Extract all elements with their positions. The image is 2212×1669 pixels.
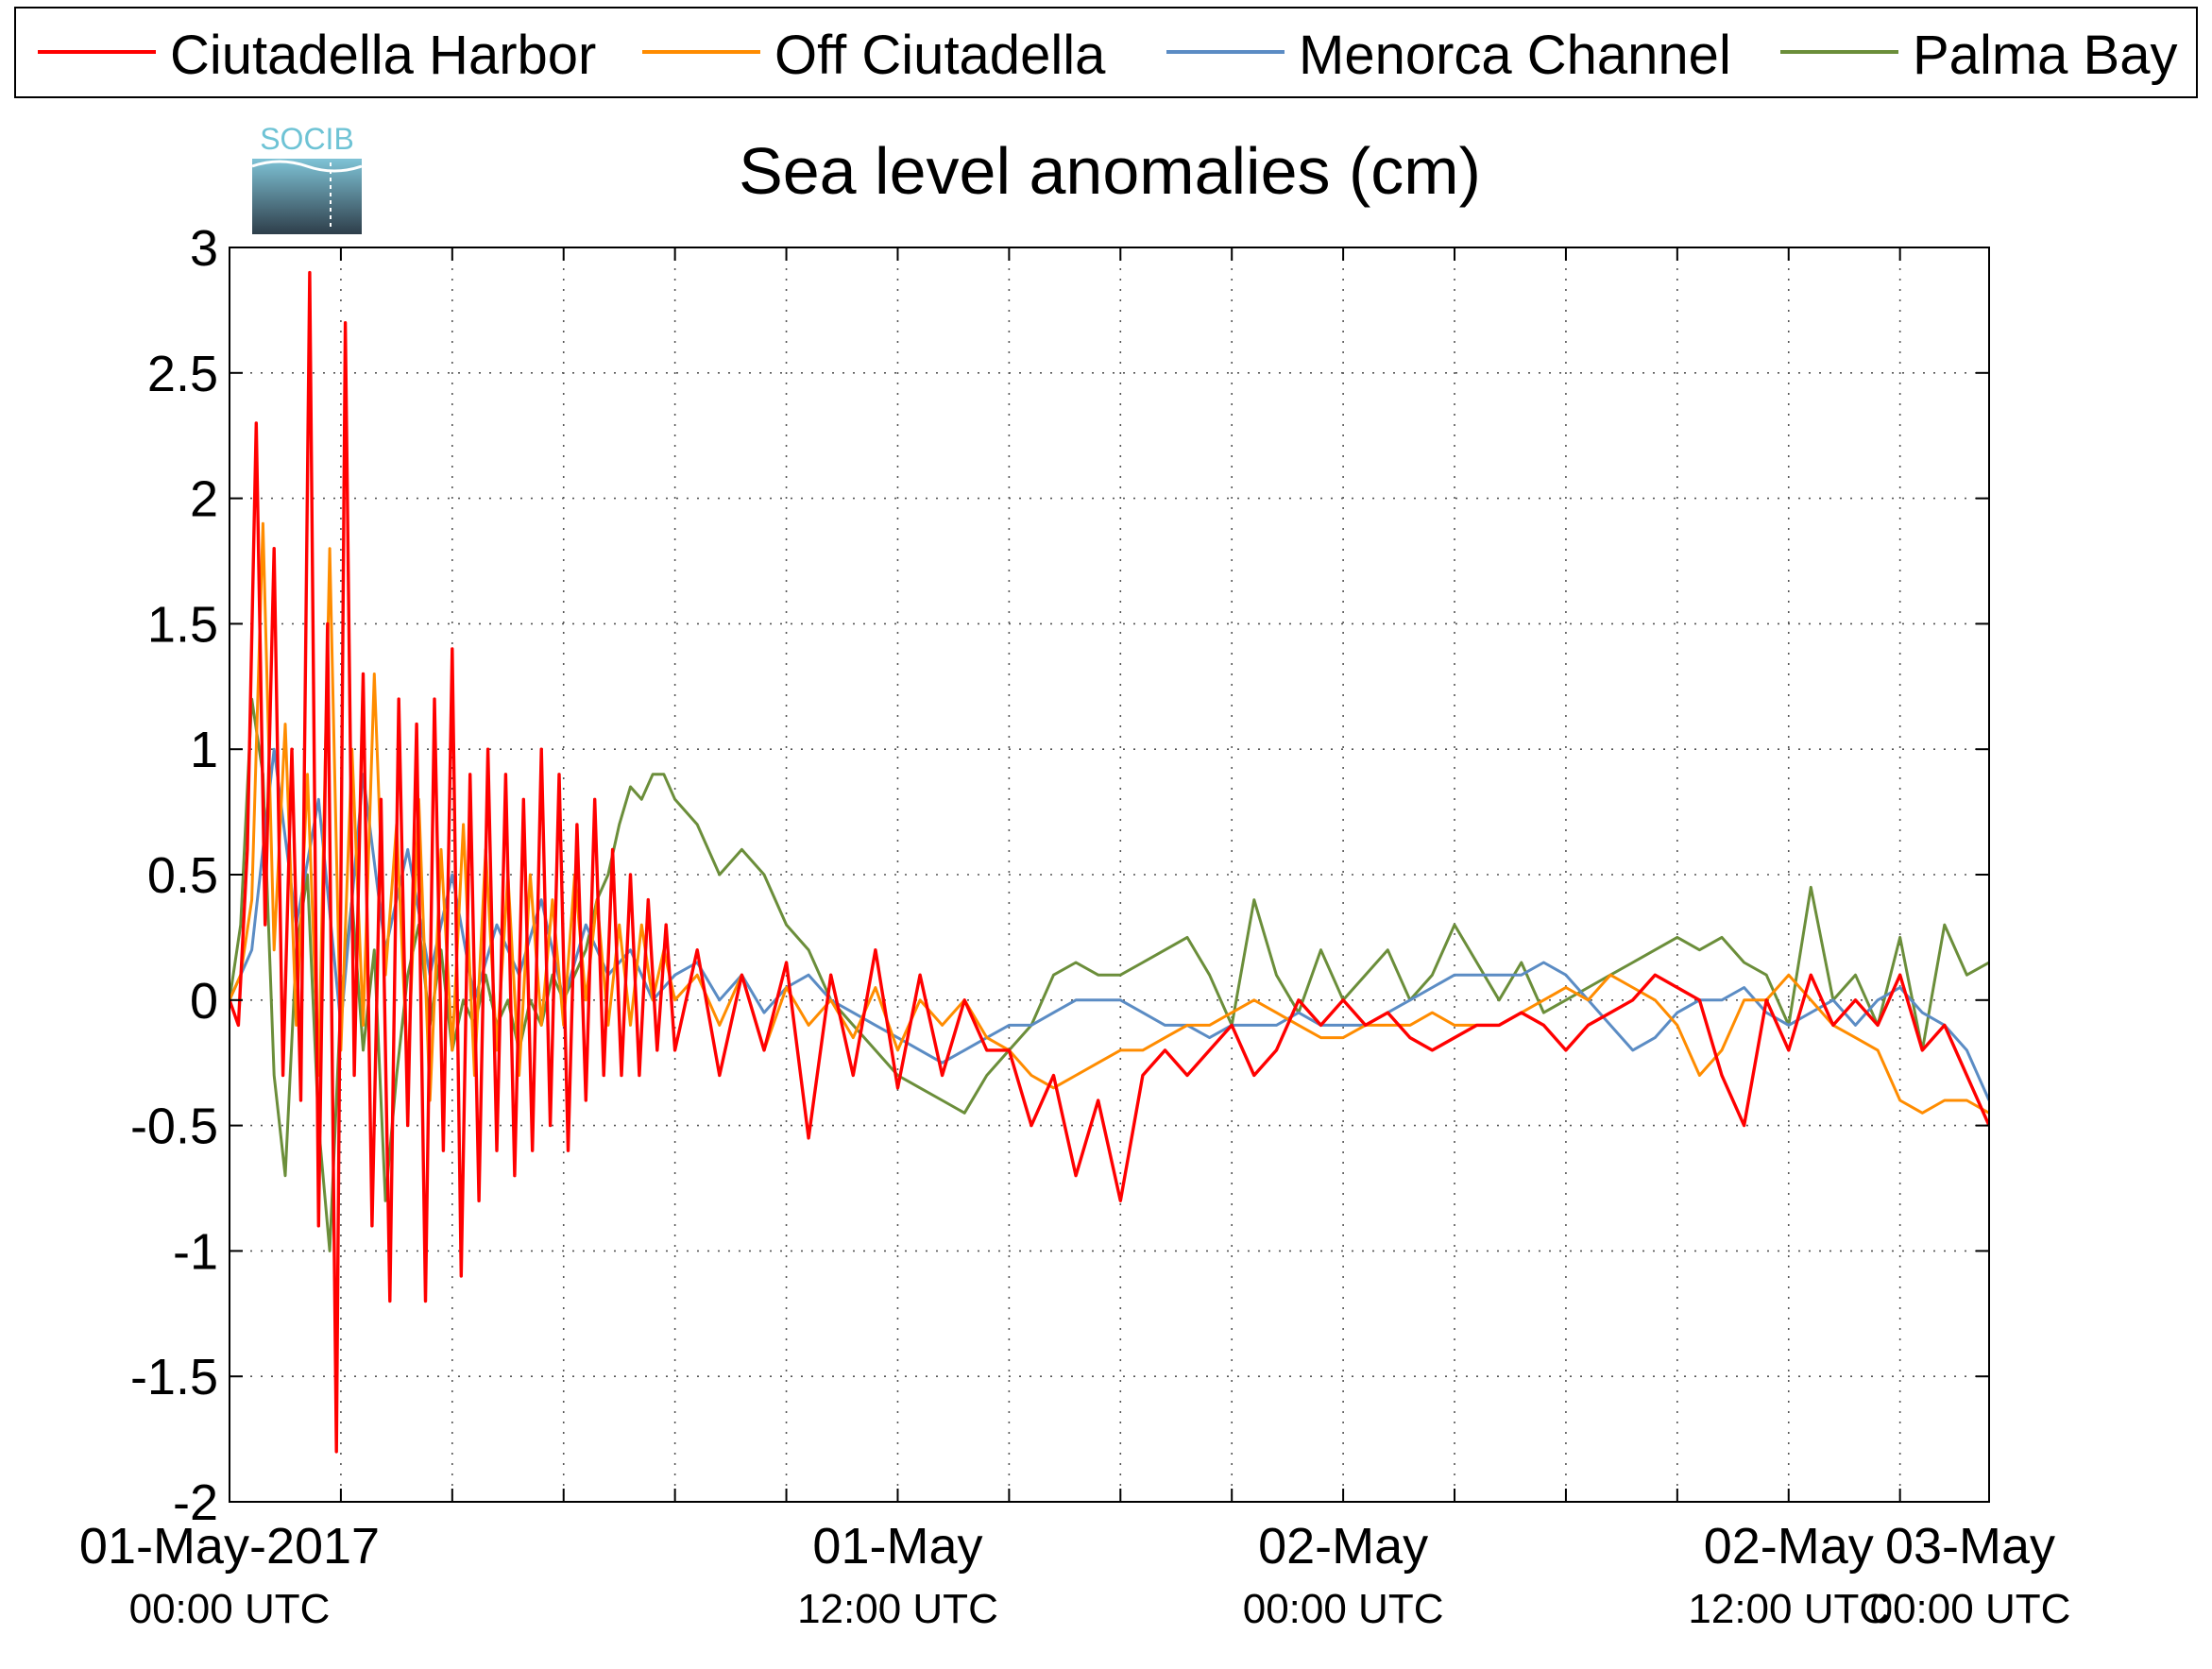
series-lines <box>230 270 1989 1454</box>
y-tick-label: -2 <box>173 1474 218 1531</box>
plot-background <box>230 247 1989 1502</box>
logo-wave <box>251 160 363 173</box>
x-tick-label-date: 01-May-2017 <box>79 1518 380 1575</box>
x-tick-label-time: 00:00 UTC <box>1243 1586 1444 1632</box>
y-tick-label: -1 <box>173 1223 218 1280</box>
x-tick-label-time: 00:00 UTC <box>1870 1586 2071 1632</box>
x-tick-label-time: 12:00 UTC <box>1688 1586 1889 1632</box>
x-tick-label-date: 03-May <box>1885 1518 2055 1575</box>
x-tick-label-date: 02-May <box>1704 1518 1874 1575</box>
y-tick-label: -1.5 <box>130 1349 218 1405</box>
y-tick-label: 0 <box>190 973 218 1030</box>
series-line-ciutadella-harbor <box>230 270 1989 1454</box>
x-tick-label-time: 12:00 UTC <box>797 1586 998 1632</box>
x-tick-label-date: 01-May <box>812 1518 982 1575</box>
y-tick-label: 2.5 <box>147 346 218 402</box>
y-tick-label: 1.5 <box>147 596 218 653</box>
plot-area: -2 -1.5 -1 -0.5 0 0.5 1 1.5 2 2.5 3 01-May-2017 00:… <box>79 220 2070 1632</box>
logo-text: SOCIB <box>260 122 354 156</box>
y-tick-label: 1 <box>190 722 218 778</box>
y-tick-label: 2 <box>190 471 218 528</box>
legend-label-ciutadella-harbor: Ciutadella Harbor <box>170 25 596 86</box>
legend-label-off-ciutadella: Off Ciutadella <box>774 25 1106 86</box>
y-tick-label: 3 <box>190 220 218 277</box>
socib-logo: SOCIB <box>251 122 363 234</box>
legend: Ciutadella Harbor Off Ciutadella Menorca C… <box>14 7 2198 98</box>
legend-items: Ciutadella Harbor Off Ciutadella Menorca C… <box>38 25 2177 86</box>
y-tick-label: -0.5 <box>130 1098 218 1155</box>
legend-label-palma-bay: Palma Bay <box>1913 25 2177 86</box>
chart-title: Sea level anomalies (cm) <box>739 134 1481 208</box>
x-tick-label-date: 02-May <box>1258 1518 1428 1575</box>
x-tick-label-time: 00:00 UTC <box>129 1586 331 1632</box>
grid <box>230 247 1989 1502</box>
series-line-menorca-channel <box>230 747 1989 1101</box>
legend-label-menorca-channel: Menorca Channel <box>1299 25 1731 86</box>
y-tick-label: 0.5 <box>147 847 218 904</box>
y-tick-labels: -2 -1.5 -1 -0.5 0 0.5 1 1.5 2 2.5 3 <box>130 220 218 1531</box>
ticks <box>230 247 1989 1503</box>
x-tick-labels: 01-May-2017 00:00 UTC 01-May 12:00 UTC 02-Ma… <box>79 1518 2070 1632</box>
